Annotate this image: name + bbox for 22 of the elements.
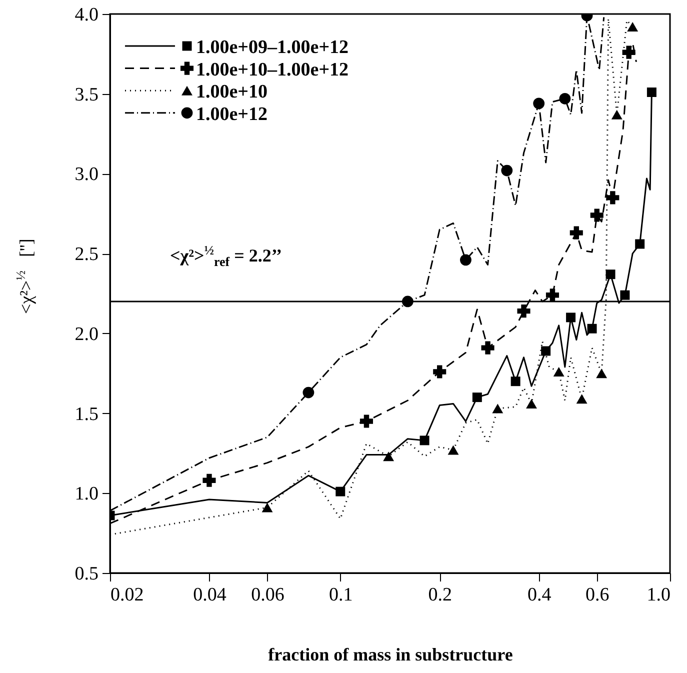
x-tick-label: 1.0 — [646, 584, 670, 606]
x-tick-label: 0.06 — [251, 584, 284, 606]
x-tick-label: 0.1 — [329, 584, 353, 606]
legend-label: 1.00e+12 — [196, 104, 268, 125]
x-axis-title: fraction of mass in substructure — [268, 644, 513, 664]
y-tick-label: 1.0 — [74, 484, 98, 505]
y-tick-label: 3.5 — [74, 84, 98, 106]
x-tick-label: 0.6 — [586, 584, 610, 606]
x-tick-label: 0.2 — [428, 584, 452, 606]
y-tick-label: 3.0 — [74, 164, 98, 186]
legend-label: 1.00e+09–1.00e+12 — [196, 37, 349, 58]
x-tick-label: 0.02 — [110, 584, 144, 606]
y-tick-label: 0.5 — [74, 564, 98, 584]
y-tick-label: 2.5 — [74, 244, 98, 266]
x-tick-label: 0.4 — [527, 584, 552, 606]
y-tick-label: 4.0 — [74, 4, 98, 26]
y-tick-label: 1.5 — [74, 404, 98, 425]
y-tick-label: 2.0 — [74, 324, 98, 345]
legend-label: 1.00e+10 — [196, 82, 268, 103]
y-axis-title: <χ²>½ [''] — [12, 238, 36, 314]
legend-label: 1.00e+10–1.00e+12 — [196, 59, 349, 80]
x-tick-label: 0.04 — [193, 584, 227, 606]
